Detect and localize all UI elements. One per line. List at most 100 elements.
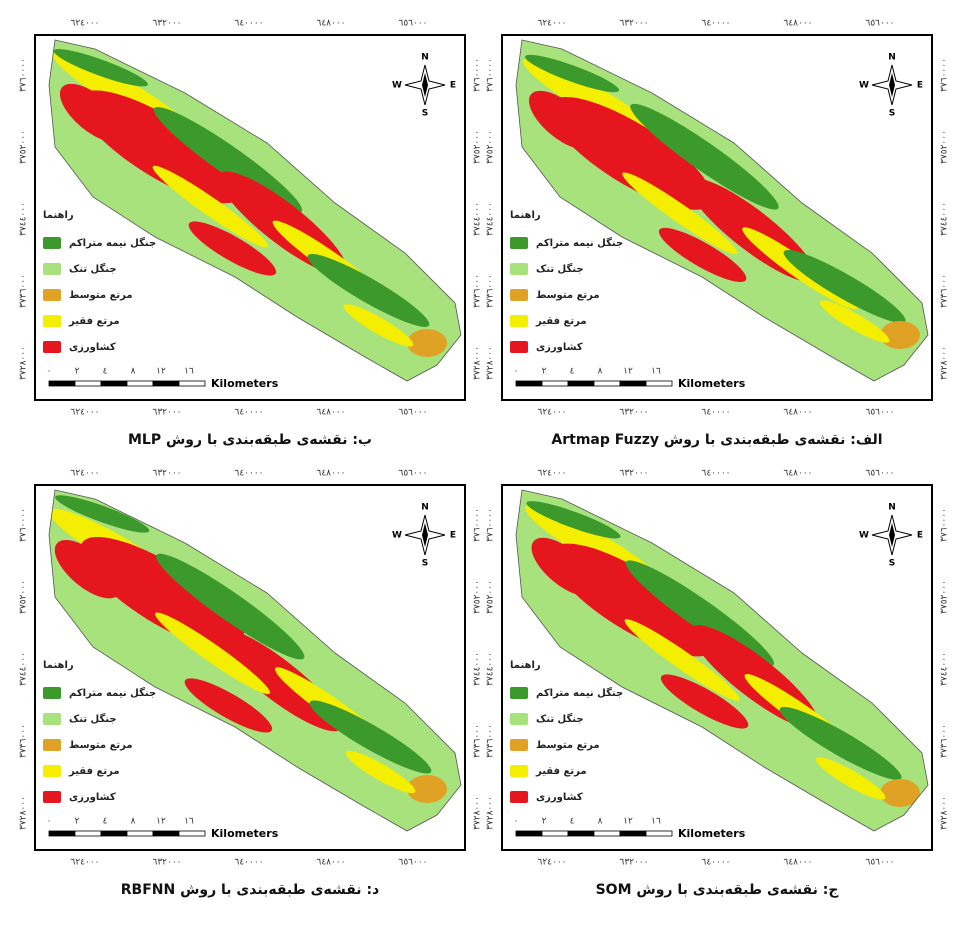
scale-bar [153, 381, 179, 386]
scale-unit: Kilometers [211, 827, 279, 840]
scale-bar [75, 831, 101, 836]
legend-swatch [43, 687, 61, 699]
x-tick-label: ٦٣٢٠٠٠ [619, 408, 648, 418]
y-tick-label: ٣٧٦٠٠٠٠ [473, 58, 483, 92]
y-tick-label: ٣٧٣٦٠٠٠ [486, 724, 496, 758]
caption: ج: نقشه‌ی طبقه‌بندی با روش SOM [596, 882, 840, 898]
scale-label: ١٦ [651, 367, 661, 377]
y-tick-label: ٣٧٦٠٠٠٠ [940, 58, 950, 92]
legend-label: مرتع متوسط [69, 740, 133, 751]
legend-label: کشاورزی [536, 792, 583, 803]
x-tick-label: ٦٢٤٠٠٠ [537, 469, 566, 479]
legend-label: مرتع فقیر [68, 766, 120, 777]
scale-bar [620, 381, 646, 386]
scale-bar [542, 831, 568, 836]
legend-swatch [510, 289, 528, 301]
compass-label: E [450, 531, 456, 541]
scale-bar [179, 381, 205, 386]
scale-label: ٠ [47, 817, 52, 827]
y-tick-label: ٣٧٦٠٠٠٠ [473, 508, 483, 542]
compass-label: E [917, 531, 923, 541]
scale-label: ٠ [514, 367, 519, 377]
caption: الف: نقشه‌ی طبقه‌بندی با روش Artmap Fuzz… [551, 432, 882, 448]
scale-bar [75, 381, 101, 386]
y-tick-label: ٣٧٥٢٠٠٠ [473, 130, 483, 164]
scale-bar [127, 381, 153, 386]
compass-label: S [422, 559, 428, 569]
x-tick-label: ٦٢٤٠٠٠ [537, 858, 566, 868]
y-tick-label: ٣٧٤٤٠٠٠ [486, 202, 496, 236]
legend-label: کشاورزی [536, 342, 583, 353]
scale-label: ٢ [542, 817, 547, 827]
y-tick-label: ٣٧٤٤٠٠٠ [940, 652, 950, 686]
x-tick-label: ٦٥٦٠٠٠ [865, 469, 894, 479]
legend-swatch [510, 791, 528, 803]
y-tick-label: ٣٧٢٨٠٠٠ [940, 796, 950, 830]
scale-unit: Kilometers [678, 827, 746, 840]
legend-label: کشاورزی [69, 792, 116, 803]
legend-title: راهنما [43, 660, 74, 671]
legend-label: مرتع متوسط [536, 290, 600, 301]
scale-label: ٢ [75, 367, 80, 377]
scale-label: ٠ [47, 367, 52, 377]
x-tick-label: ٦٥٦٠٠٠ [398, 858, 427, 868]
legend-label: جنگل نیمه متراکم [536, 686, 623, 699]
x-tick-label: ٦٥٦٠٠٠ [398, 469, 427, 479]
scale-bar [101, 831, 127, 836]
x-tick-label: ٦٥٦٠٠٠ [398, 408, 427, 418]
compass-label: S [889, 559, 895, 569]
y-tick-label: ٣٧٥٢٠٠٠ [940, 130, 950, 164]
y-tick-label: ٣٧٢٨٠٠٠ [486, 796, 496, 830]
compass-label: E [450, 81, 456, 91]
x-tick-label: ٦٤٨٠٠٠ [316, 858, 345, 868]
compass-label: E [917, 81, 923, 91]
scale-bar [516, 831, 542, 836]
y-tick-label: ٣٧٣٦٠٠٠ [940, 724, 950, 758]
scale-label: ٤ [570, 367, 575, 377]
scale-label: ٨ [598, 367, 603, 377]
legend-swatch [510, 687, 528, 699]
x-tick-label: ٦٤٠٠٠٠ [234, 19, 263, 29]
compass-label: W [392, 81, 402, 91]
scale-label: ٨ [131, 367, 136, 377]
x-tick-label: ٦٤٠٠٠٠ [701, 858, 730, 868]
y-tick-label: ٣٧٥٢٠٠٠ [486, 580, 496, 614]
y-tick-label: ٣٧٣٦٠٠٠ [473, 274, 483, 308]
y-tick-label: ٣٧٦٠٠٠٠ [486, 58, 496, 92]
legend-label: کشاورزی [69, 342, 116, 353]
x-tick-label: ٦٥٦٠٠٠ [865, 19, 894, 29]
caption: ب: نقشه‌ی طبقه‌بندی با روش MLP [128, 432, 372, 448]
y-tick-label: ٣٧٤٤٠٠٠ [940, 202, 950, 236]
x-tick-label: ٦٥٦٠٠٠ [865, 858, 894, 868]
compass-label: S [889, 109, 895, 119]
legend-label: جنگل نیمه متراکم [536, 236, 623, 249]
legend-label: مرتع متوسط [69, 290, 133, 301]
scale-bar [646, 381, 672, 386]
scale-unit: Kilometers [211, 377, 279, 390]
legend-swatch [510, 765, 528, 777]
legend-label: جنگل تنک [69, 712, 117, 725]
x-tick-label: ٦٢٤٠٠٠ [70, 858, 99, 868]
x-tick-label: ٦٤٨٠٠٠ [783, 19, 812, 29]
scale-label: ١٢ [623, 367, 633, 377]
legend-label: مرتع فقیر [68, 316, 120, 327]
scale-bar [49, 381, 75, 386]
legend-swatch [510, 237, 528, 249]
legend-label: مرتع فقیر [535, 766, 587, 777]
scale-bar [516, 381, 542, 386]
x-tick-label: ٦٤٠٠٠٠ [234, 408, 263, 418]
x-tick-label: ٦٤٠٠٠٠ [234, 858, 263, 868]
legend-label: مرتع متوسط [536, 740, 600, 751]
y-tick-label: ٣٧٣٦٠٠٠ [19, 724, 29, 758]
scale-label: ٤ [103, 817, 108, 827]
land-cover [407, 329, 447, 357]
legend-swatch [43, 739, 61, 751]
x-tick-label: ٦٥٦٠٠٠ [865, 408, 894, 418]
scale-unit: Kilometers [678, 377, 746, 390]
scale-label: ١٦ [651, 817, 661, 827]
y-tick-label: ٣٧٦٠٠٠٠ [940, 508, 950, 542]
y-tick-label: ٣٧٦٠٠٠٠ [19, 58, 29, 92]
legend-label: جنگل تنک [536, 712, 584, 725]
legend-swatch [510, 713, 528, 725]
y-tick-label: ٣٧٣٦٠٠٠ [473, 724, 483, 758]
